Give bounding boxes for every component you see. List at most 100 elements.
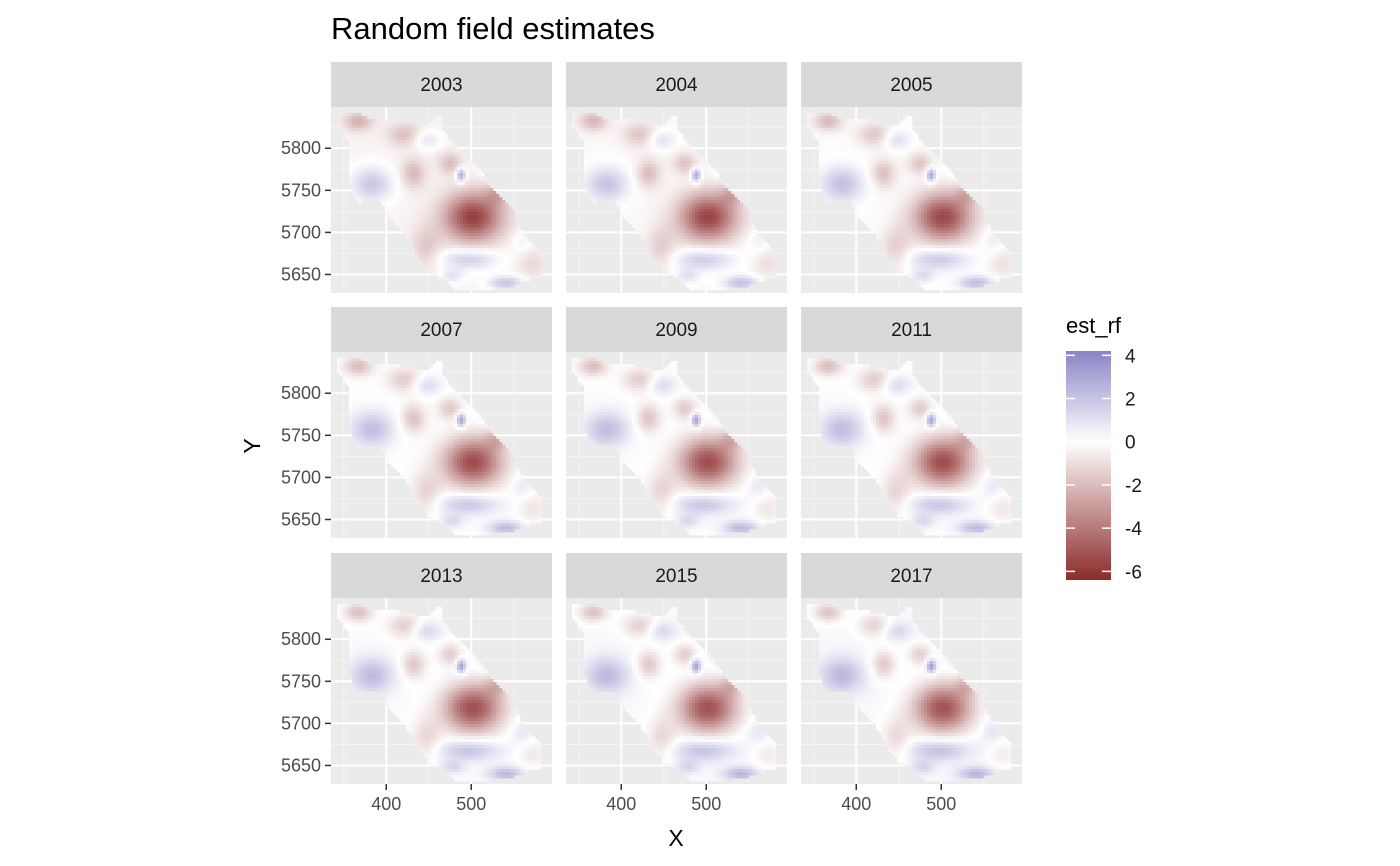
field-cell [870,140,874,144]
field-cell [897,125,901,129]
field-cell [373,191,377,195]
field-cell [692,167,696,171]
field-cell [403,149,407,153]
field-cell [584,116,588,120]
field-cell [463,176,467,180]
field-cell [834,143,838,147]
field-cell [713,287,717,291]
field-cell [457,278,461,282]
field-cell [680,242,684,246]
field-cell [638,185,642,189]
field-cell [502,254,506,258]
field-cell [472,185,476,189]
field-cell [623,200,627,204]
field-cell [837,122,841,126]
field-cell [472,191,476,195]
field-cell [912,152,916,156]
field-cell [713,275,717,279]
field-cell [394,137,398,141]
field-cell [590,173,594,177]
field-cell [475,230,479,234]
field-cell [418,236,422,240]
field-cell [858,146,862,150]
field-cell [861,119,865,123]
field-cell [481,224,485,228]
field-cell [677,182,681,186]
field-cell [909,119,913,123]
field-cell [433,185,437,189]
field-cell [647,185,651,189]
field-cell [406,134,410,138]
field-cell [837,140,841,144]
field-cell [349,170,353,174]
field-cell [445,221,449,225]
field-cell [466,251,470,255]
field-cell [707,254,711,258]
field-cell [674,266,678,270]
field-cell [668,119,672,123]
field-cell [346,119,350,123]
field-cell [716,269,720,273]
field-cell [367,185,371,189]
field-cell [418,170,422,174]
field-cell [755,242,759,246]
field-cell [734,224,738,228]
field-cell [502,221,506,225]
field-cell [385,188,389,192]
field-cell [382,203,386,207]
field-cell [487,257,491,261]
field-cell [584,143,588,147]
field-cell [593,125,597,129]
field-cell [451,260,455,264]
field-cell [538,257,542,261]
field-cell [701,239,705,243]
field-cell [608,179,612,183]
field-cell [656,179,660,183]
field-cell [523,269,527,273]
field-cell [746,284,750,288]
field-cell [698,260,702,264]
field-cell [686,278,690,282]
field-cell [412,224,416,228]
field-cell [716,233,720,237]
field-cell [773,272,777,276]
field-cell [677,266,681,270]
field-cell [472,179,476,183]
field-cell [520,242,524,246]
field-cell [677,263,681,267]
field-cell [451,200,455,204]
field-cell [692,155,696,159]
field-cell [683,269,687,273]
field-cell [481,230,485,234]
field-cell [831,125,835,129]
field-cell [617,182,621,186]
field-cell [843,134,847,138]
field-cell [421,188,425,192]
field-cell [656,200,660,204]
field-cell [692,209,696,213]
field-cell [424,167,428,171]
field-cell [406,212,410,216]
field-cell [439,149,443,153]
field-cell [433,257,437,261]
field-cell [587,119,591,123]
field-cell [587,122,591,126]
field-cell [722,227,726,231]
field-cell [373,134,377,138]
field-cell [490,236,494,240]
field-cell [572,119,576,123]
field-cell [484,218,488,222]
field-cell [834,125,838,129]
field-cell [424,188,428,192]
field-cell [457,266,461,270]
field-cell [475,266,479,270]
field-cell [367,179,371,183]
field-cell [502,230,506,234]
field-cell [385,131,389,135]
field-cell [463,215,467,219]
field-cell [439,161,443,165]
field-cell [650,206,654,210]
field-cell [704,233,708,237]
field-cell [822,131,826,135]
field-cell [382,158,386,162]
